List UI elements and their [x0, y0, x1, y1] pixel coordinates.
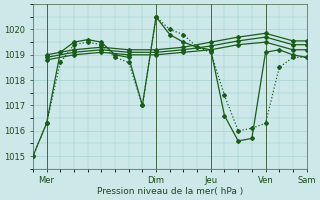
X-axis label: Pression niveau de la mer( hPa ): Pression niveau de la mer( hPa ) [97, 187, 243, 196]
